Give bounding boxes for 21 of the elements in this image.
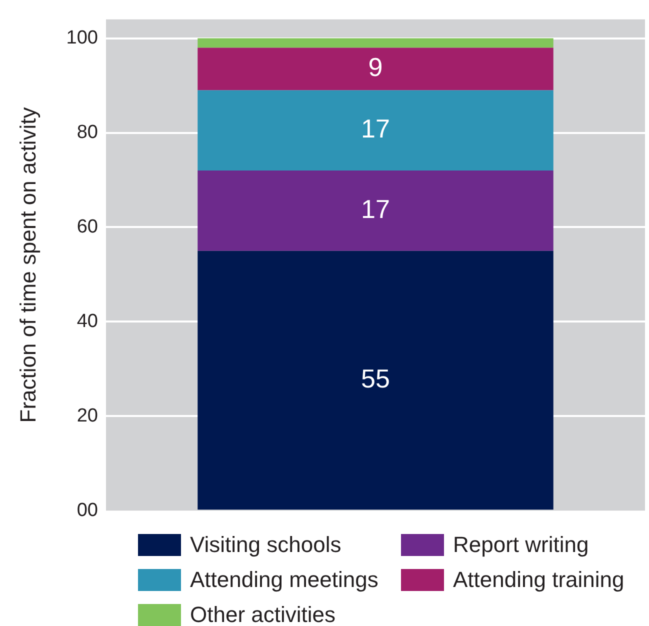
data-label: 17 — [361, 194, 390, 224]
y-tick-label: 100 — [66, 28, 98, 49]
legend-label: Attending training — [453, 567, 624, 592]
y-tick-label: 60 — [76, 216, 98, 238]
data-label: 9 — [368, 52, 383, 82]
y-tick-label: 80 — [76, 122, 98, 143]
bar — [198, 170, 554, 251]
data-label: 17 — [361, 114, 390, 144]
bar — [198, 48, 554, 90]
y-tick-label: 00 — [76, 500, 98, 521]
bar — [198, 38, 554, 48]
legend-label: Attending meetings — [190, 567, 378, 592]
bar — [198, 250, 554, 510]
legend-label: Visiting schools — [190, 532, 342, 557]
y-tick-label: 20 — [76, 405, 98, 426]
y-tick-label: 40 — [76, 310, 98, 332]
y-axis-title: Fraction of time spent on activity — [15, 107, 40, 423]
data-label: 55 — [361, 363, 390, 394]
legend-label: Report writing — [453, 532, 589, 557]
bar — [198, 90, 554, 171]
legend-label: Other activities — [190, 602, 336, 626]
